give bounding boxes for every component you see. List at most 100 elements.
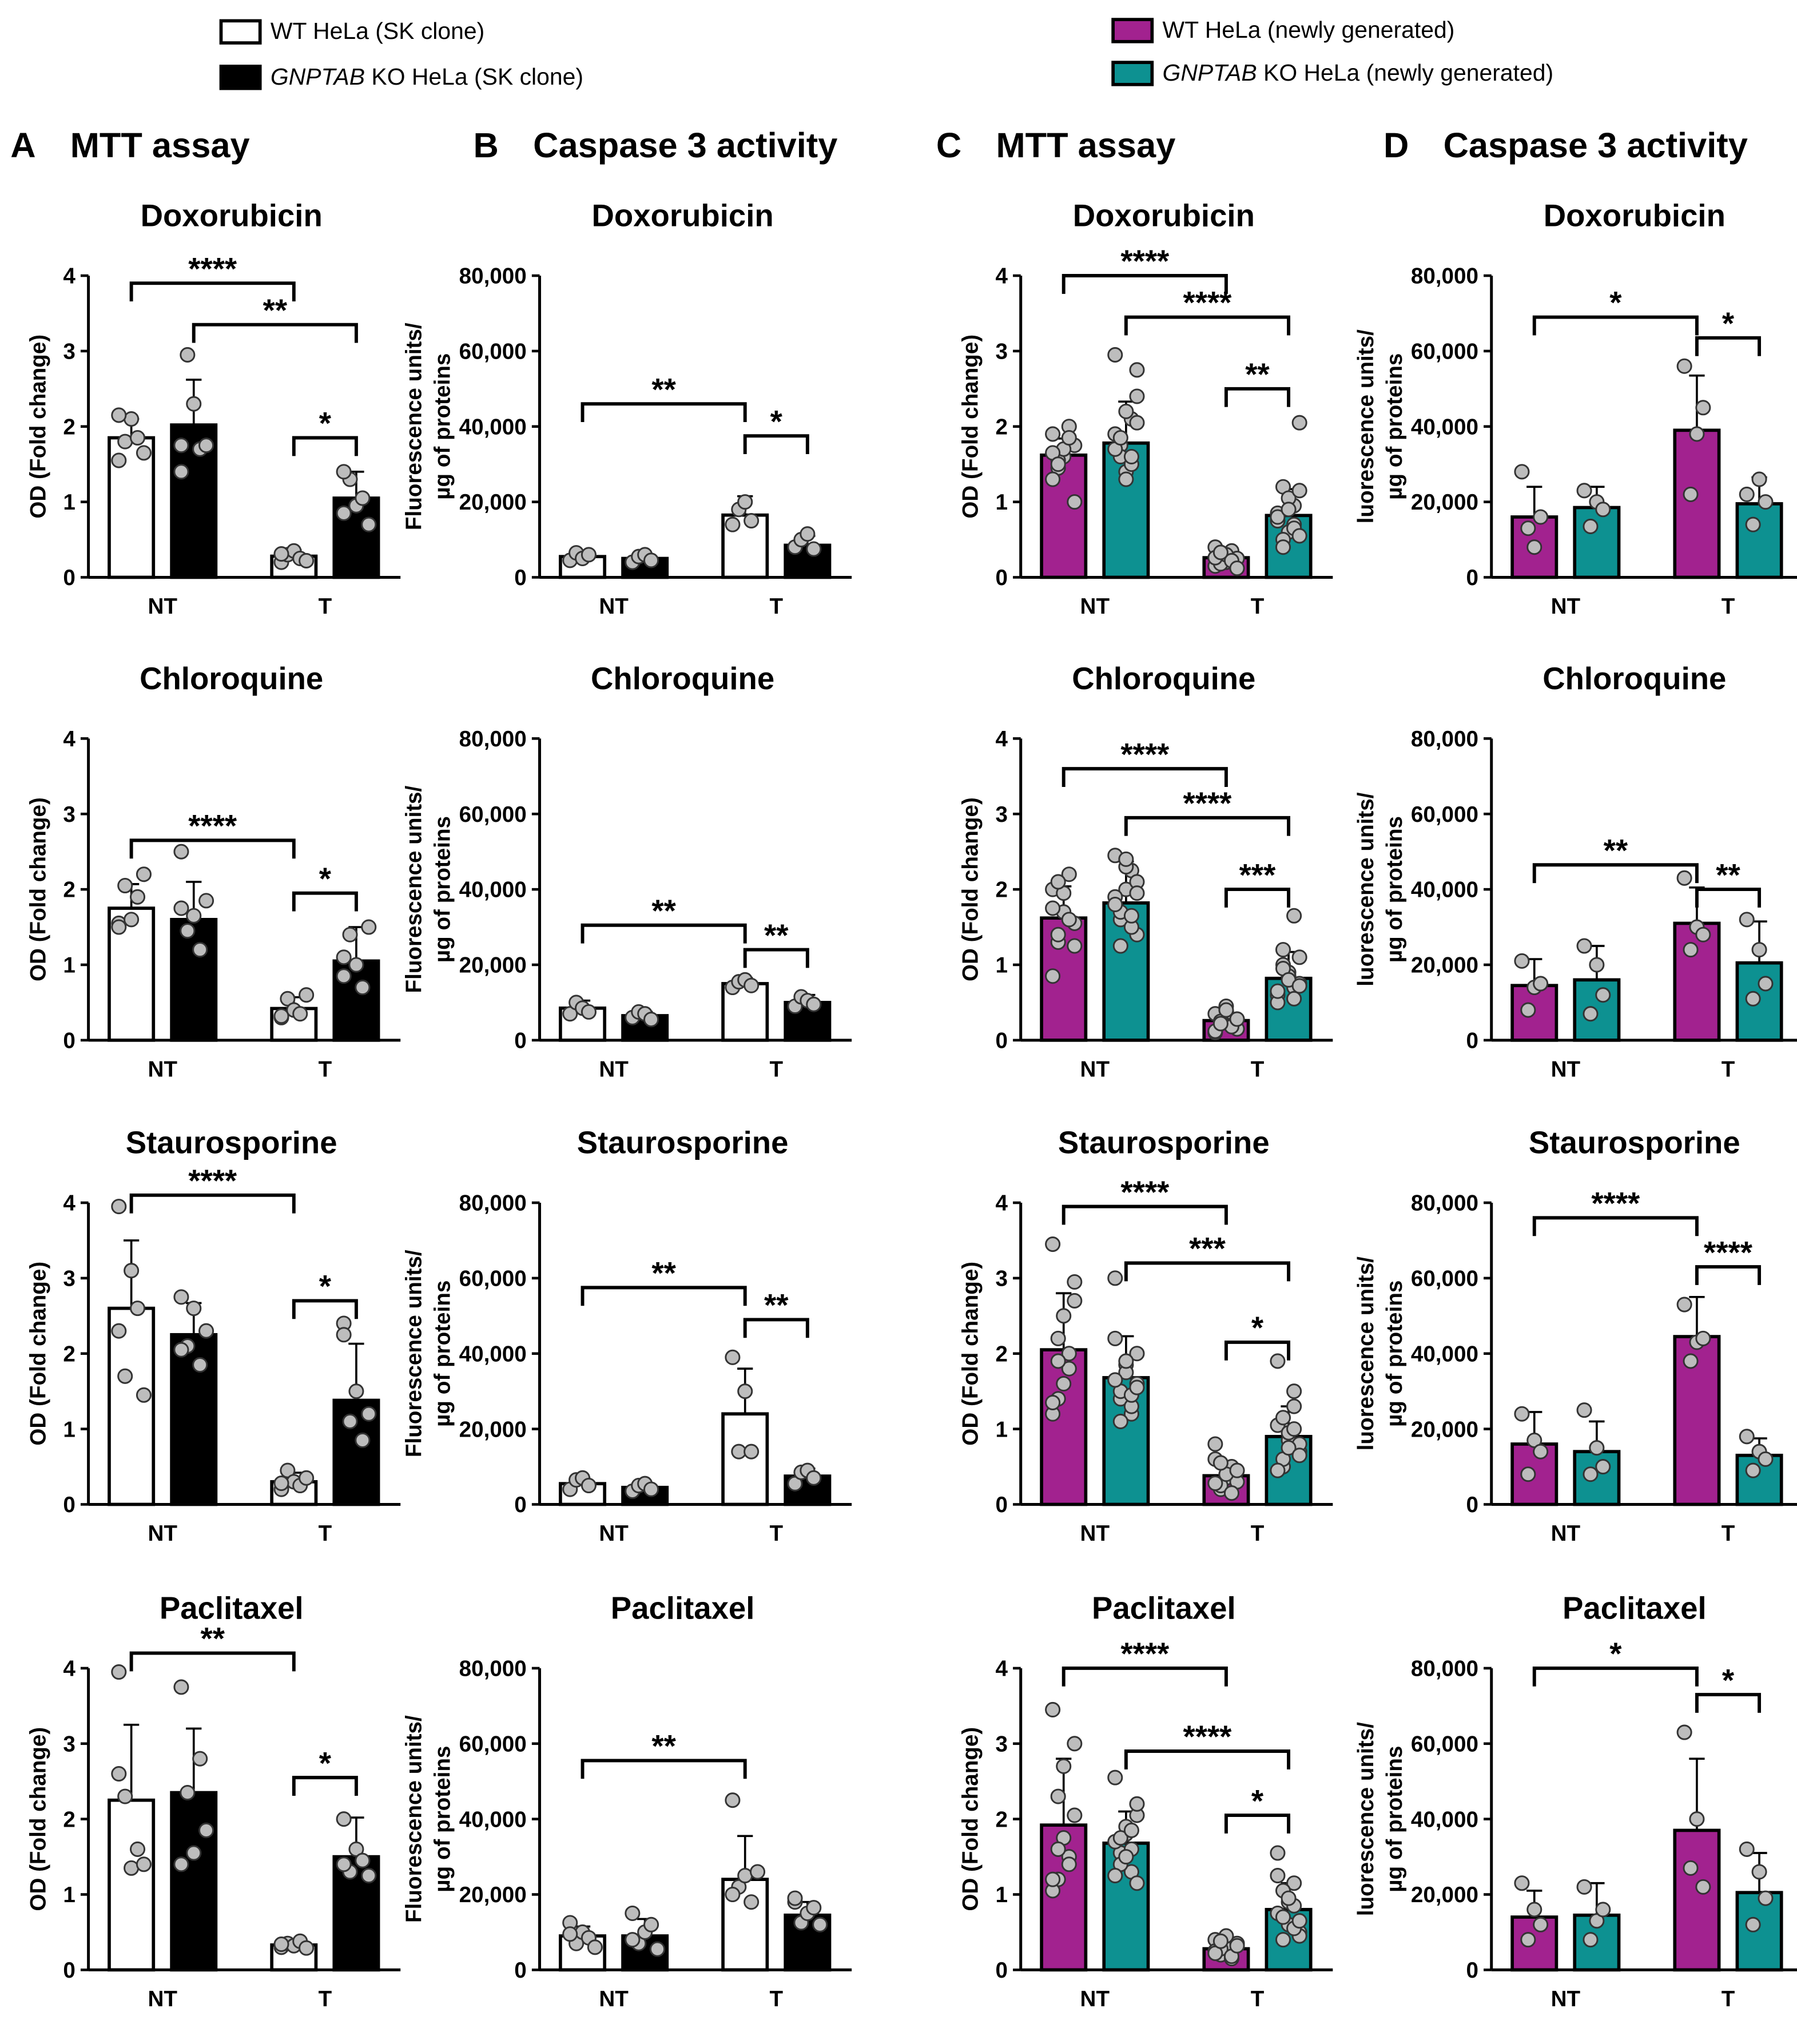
data-point bbox=[192, 942, 208, 958]
data-point bbox=[173, 1856, 189, 1872]
x-tick-label: T bbox=[769, 594, 783, 619]
panel-title: Caspase 3 activity bbox=[1444, 126, 1748, 165]
data-point bbox=[186, 1301, 202, 1317]
data-point bbox=[1676, 358, 1692, 374]
data-point bbox=[1123, 908, 1139, 924]
bar bbox=[1673, 428, 1721, 579]
data-point bbox=[1207, 1476, 1223, 1492]
data-point bbox=[361, 516, 377, 532]
data-point bbox=[173, 464, 189, 480]
y-tick-label: 3 bbox=[995, 1267, 1007, 1291]
y-tick-label: 20,000 bbox=[459, 490, 527, 515]
data-point bbox=[173, 1679, 189, 1695]
data-point bbox=[173, 438, 189, 454]
data-point bbox=[1695, 1330, 1711, 1346]
data-point bbox=[1045, 1701, 1061, 1717]
legend-swatch bbox=[1111, 61, 1154, 86]
legend-label: WT HeLa (SK clone) bbox=[271, 18, 484, 44]
y-tick-label: 0 bbox=[1466, 1028, 1478, 1053]
y-tick-label: 1 bbox=[995, 953, 1007, 978]
data-point bbox=[130, 430, 146, 446]
significance-bracket: * bbox=[292, 1269, 358, 1319]
data-point bbox=[292, 1006, 308, 1022]
data-point bbox=[1129, 415, 1145, 431]
data-point bbox=[192, 1357, 208, 1373]
chart-3-1: Chloroquine 0 20,000 40,000 60,000 80,000 luor… bbox=[1354, 661, 1797, 1081]
y-tick-label: 3 bbox=[995, 340, 1007, 364]
y-tick-label: 40,000 bbox=[1411, 878, 1478, 902]
y-tick-label: 20,000 bbox=[459, 1883, 527, 1907]
data-point bbox=[1045, 1236, 1061, 1252]
y-tick-label: 60,000 bbox=[1411, 1732, 1478, 1756]
chart-title: Doxorubicin bbox=[1073, 198, 1255, 233]
data-point bbox=[1689, 1811, 1705, 1827]
y-tick-label: 60,000 bbox=[459, 1732, 527, 1756]
data-point bbox=[273, 1476, 289, 1492]
y-axis-label-line: µg of proteins bbox=[1382, 353, 1407, 500]
data-point bbox=[130, 1301, 146, 1317]
data-point bbox=[1291, 483, 1307, 499]
y-tick-label: 0 bbox=[1466, 566, 1478, 590]
data-point bbox=[180, 1784, 196, 1801]
significance-bracket: * bbox=[1224, 1783, 1291, 1834]
data-point bbox=[1291, 1913, 1307, 1929]
data-point bbox=[1520, 520, 1536, 536]
y-tick-label: 40,000 bbox=[1411, 415, 1478, 439]
significance-label: **** bbox=[1120, 1636, 1170, 1671]
chart-3-2: Staurosporine 0 20,000 40,000 60,000 80,000 lu… bbox=[1354, 1126, 1797, 1546]
significance-bracket: ** bbox=[581, 893, 747, 944]
y-tick-label: 0 bbox=[995, 566, 1007, 590]
significance-label: **** bbox=[1183, 285, 1232, 320]
data-point bbox=[173, 1289, 189, 1305]
significance-label: ** bbox=[651, 893, 676, 928]
data-point bbox=[1595, 502, 1611, 518]
significance-label: ** bbox=[263, 293, 288, 328]
data-point bbox=[198, 1323, 214, 1339]
x-tick-label: NT bbox=[1551, 594, 1581, 619]
data-point bbox=[1129, 1875, 1145, 1891]
data-point bbox=[800, 526, 816, 542]
bracket-line bbox=[1532, 1666, 1699, 1687]
panel-header-B: B Caspase 3 activity bbox=[474, 126, 838, 165]
data-point bbox=[1061, 866, 1077, 882]
data-point bbox=[744, 1443, 760, 1460]
y-tick-label: 20,000 bbox=[459, 1417, 527, 1442]
data-point bbox=[1745, 516, 1761, 532]
data-point bbox=[1526, 539, 1542, 555]
y-tick-label: 20,000 bbox=[459, 953, 527, 978]
bracket-line bbox=[1532, 863, 1699, 884]
data-point bbox=[111, 407, 127, 423]
bracket-line bbox=[743, 1318, 809, 1338]
y-axis-label-line: µg of proteins bbox=[1382, 816, 1407, 963]
data-point bbox=[1061, 430, 1077, 446]
significance-label: **** bbox=[188, 809, 237, 844]
y-axis-label: Fluorescence units/µg of proteins bbox=[402, 323, 455, 530]
data-point bbox=[1212, 1933, 1229, 1949]
data-point bbox=[806, 541, 822, 557]
x-tick-label: NT bbox=[148, 594, 177, 619]
data-point bbox=[1207, 1436, 1223, 1452]
significance-label: ** bbox=[651, 1256, 676, 1291]
significance-bracket: **** bbox=[1124, 1719, 1291, 1769]
legend-item-left-0: WT HeLa (SK clone) bbox=[219, 18, 484, 45]
data-point bbox=[1689, 426, 1705, 442]
significance-bracket: * bbox=[743, 404, 809, 455]
legend-label: GNPTAB KO HeLa (SK clone) bbox=[271, 63, 583, 90]
y-tick-label: 1 bbox=[995, 490, 1007, 515]
data-point bbox=[336, 949, 352, 965]
data-point bbox=[1229, 1462, 1245, 1478]
data-point bbox=[111, 452, 127, 468]
data-point bbox=[117, 877, 133, 894]
significance-bracket: ** bbox=[129, 1621, 296, 1672]
y-axis-label: luorescence units/µg of proteins bbox=[1354, 1722, 1407, 1916]
data-point bbox=[1583, 518, 1599, 534]
bracket-line bbox=[1124, 1261, 1291, 1282]
y-tick-label: 1 bbox=[63, 953, 75, 978]
data-point bbox=[1045, 968, 1061, 984]
chart-title: Staurosporine bbox=[577, 1126, 789, 1160]
bracket-line bbox=[1224, 1341, 1291, 1361]
y-tick-label: 3 bbox=[63, 802, 75, 827]
data-point bbox=[1050, 1353, 1066, 1369]
